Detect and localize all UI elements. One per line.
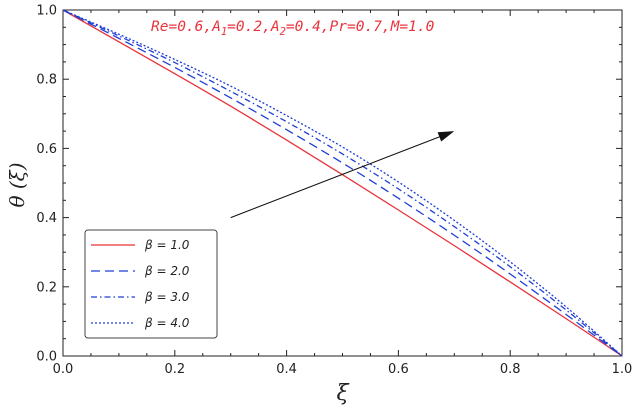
series-line-beta-3.0 — [62, 9, 623, 357]
series-line-beta-4.0 — [62, 9, 623, 357]
legend-box — [84, 229, 218, 339]
x-tick-label: 0.0 — [53, 362, 74, 377]
axis-ticks: 0.0 0.2 0.4 0.6 0.8 1.0 0.0 0.2 0.4 0.6 0.8 1.0 — [36, 4, 632, 378]
annotation-arrow — [230, 131, 455, 219]
x-tick-label: 0.8 — [500, 362, 521, 377]
parameter-annotation: Re=0.6,A1=0.2,A2=0.4,Pr=0.7,M=1.0 — [151, 19, 435, 38]
x-tick-label: 1.0 — [612, 362, 633, 377]
y-tick-label: 1.0 — [36, 4, 57, 19]
legend-label-beta-3.0: β = 3.0 — [144, 290, 190, 304]
y-tick-label: 0.6 — [36, 142, 57, 157]
legend-label-beta-1.0: β = 1.0 — [144, 238, 190, 252]
arrow-head — [437, 131, 455, 142]
y-tick-label: 0.2 — [36, 280, 57, 295]
legend: β = 1.0 β = 2.0 β = 3.0 β = 4.0 — [84, 229, 218, 339]
x-tick-label: 0.2 — [164, 362, 185, 377]
annotation-part: Re=0.6,A — [151, 19, 221, 35]
y-tick-label: 0.0 — [36, 350, 57, 365]
y-tick-label: 0.8 — [36, 73, 57, 88]
arrow-shaft — [230, 136, 440, 219]
x-axis-title: ξ — [336, 381, 350, 406]
series-line-beta-2.0 — [62, 9, 623, 357]
annotation-part: =0.4,Pr=0.7,M=1.0 — [286, 19, 435, 35]
annotation-subscript: 1 — [221, 26, 227, 38]
annotation-subscript: 2 — [280, 26, 286, 38]
y-axis-title: θ (ξ) — [5, 162, 29, 207]
annotation-part: =0.2,A — [227, 19, 279, 35]
y-tick-label: 0.4 — [36, 211, 57, 226]
legend-label-beta-2.0: β = 2.0 — [144, 264, 190, 278]
x-tick-label: 0.4 — [276, 362, 297, 377]
x-tick-label: 0.6 — [388, 362, 409, 377]
legend-label-beta-4.0: β = 4.0 — [144, 316, 190, 330]
